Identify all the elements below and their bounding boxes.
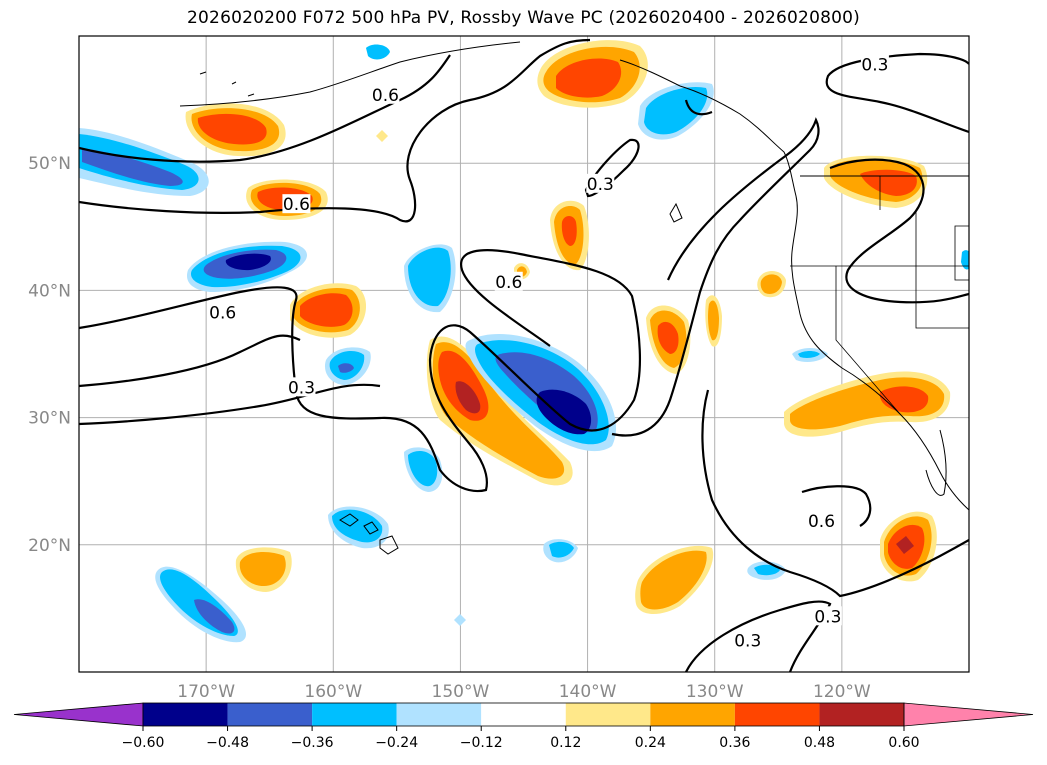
coastlines <box>179 41 969 555</box>
colorbar-segment <box>565 703 651 726</box>
colorbar-tick-label: −0.48 <box>206 735 249 751</box>
positive-anomaly <box>455 381 481 414</box>
colorbar-tick-label: −0.60 <box>122 735 165 751</box>
contour-label-bg <box>494 271 523 291</box>
positive-anomaly <box>376 130 388 142</box>
map-title: 2026020200 F072 500 hPa PV, Rossby Wave … <box>187 8 860 28</box>
positive-anomaly <box>896 536 914 554</box>
contour-label: 0.6 <box>372 86 399 106</box>
positive-anomaly <box>556 58 622 98</box>
contour-label: 0.3 <box>861 55 888 75</box>
contour-label: 0.3 <box>814 607 841 627</box>
colorbar: −0.60 −0.48 −0.36 −0.24 −0.12 0.12 0.24 0.36 0.4… <box>13 702 1034 751</box>
positive-anomaly <box>708 300 719 341</box>
map-frame <box>78 35 970 673</box>
contour-label-bg <box>733 630 762 650</box>
contour-label-bg <box>586 173 615 193</box>
negative-anomaly <box>549 541 574 558</box>
negative-anomaly <box>408 450 438 487</box>
negative-anomaly <box>644 86 708 135</box>
positive-anomaly <box>657 321 679 354</box>
positive-anomaly <box>640 550 707 610</box>
colorbar-tick-label: −0.24 <box>375 735 418 751</box>
negative-anomaly <box>536 389 592 435</box>
negative-anomaly <box>798 351 820 358</box>
negative-anomaly <box>754 564 780 576</box>
lon-tick-label: 120°W <box>813 682 871 702</box>
colorbar-tick-label: 0.24 <box>635 735 666 751</box>
longitude-labels: 170°W 160°W 150°W 140°W 130°W 120°W <box>177 682 871 702</box>
contour-label: 0.6 <box>495 273 522 293</box>
colorbar-segment <box>481 703 566 726</box>
colorbar-segment <box>143 703 228 726</box>
contour-label: 0.6 <box>283 195 310 215</box>
positive-anomaly <box>197 113 267 145</box>
contour-label-bg <box>813 606 842 626</box>
contour-label: 0.3 <box>288 378 315 398</box>
lon-tick-label: 150°W <box>432 682 490 702</box>
latitude-labels: 50°N 40°N 30°N 20°N <box>28 154 71 556</box>
negative-anomaly <box>408 247 451 307</box>
contour-label: 0.6 <box>808 512 835 532</box>
colorbar-tick-label: 0.48 <box>804 735 835 751</box>
negative-anomaly <box>454 614 466 626</box>
negative-anomaly <box>338 363 354 373</box>
contour-label-bg <box>208 302 237 322</box>
negative-anomaly <box>366 44 390 60</box>
positive-anomaly <box>239 552 286 586</box>
lon-tick-label: 130°W <box>686 682 744 702</box>
negative-anomaly <box>82 148 183 186</box>
colorbar-extend-high <box>903 702 1034 727</box>
contour-label-bg <box>282 194 311 214</box>
colorbar-segment <box>650 703 735 726</box>
pv-contours <box>79 38 969 672</box>
positive-anomaly <box>561 216 577 246</box>
contour-label: 0.6 <box>209 303 236 323</box>
lon-tick-label: 140°W <box>559 682 617 702</box>
contour-label-bg <box>371 84 400 104</box>
positive-anomaly <box>760 274 782 294</box>
colorbar-extend-low <box>13 702 144 727</box>
colorbar-frame <box>142 702 905 727</box>
negative-anomaly <box>194 599 235 634</box>
contour-label: 0.3 <box>587 175 614 195</box>
positive-anomaly <box>300 293 353 327</box>
lat-tick-label: 20°N <box>28 536 71 556</box>
colorbar-tick-label: 0.12 <box>550 735 581 751</box>
colorbar-segment <box>734 703 820 726</box>
contour-label-bg <box>807 510 836 530</box>
lon-tick-label: 160°W <box>304 682 362 702</box>
colorbar-segment <box>227 703 313 726</box>
contour-labels: 0.6 0.6 0.6 0.6 0.3 0.3 0.3 0.6 0.3 0.3 <box>208 54 889 651</box>
negative-anomaly <box>225 253 271 271</box>
colorbar-segment <box>312 703 397 726</box>
lat-tick-label: 40°N <box>28 281 71 301</box>
lon-tick-label: 170°W <box>177 682 235 702</box>
lat-tick-label: 50°N <box>28 154 71 174</box>
contour-label-bg <box>287 377 316 397</box>
colorbar-tick-label: 0.36 <box>719 735 750 751</box>
colorbar-segment <box>819 703 904 726</box>
negative-anomaly <box>961 250 969 270</box>
contour-label: 0.3 <box>734 631 761 651</box>
colorbar-segment <box>396 703 482 726</box>
colorbar-tick-label: −0.12 <box>460 735 503 751</box>
contour-label-bg <box>860 54 889 74</box>
colorbar-tick-label: −0.36 <box>291 735 334 751</box>
colorbar-tick-label: 0.60 <box>888 735 919 751</box>
lat-tick-label: 30°N <box>28 409 71 429</box>
